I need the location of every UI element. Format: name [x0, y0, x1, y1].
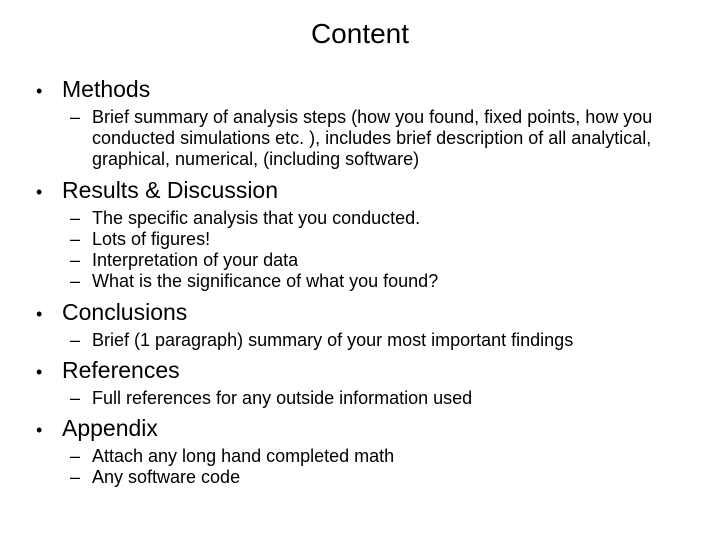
list-item: – The specific analysis that you conduct…: [34, 208, 686, 229]
dash-icon: –: [70, 229, 92, 250]
section-label: References: [62, 357, 180, 384]
dash-icon: –: [70, 330, 92, 351]
list-item: – Brief (1 paragraph) summary of your mo…: [34, 330, 686, 351]
section-items: – Attach any long hand completed math – …: [34, 446, 686, 488]
bullet-icon: •: [34, 420, 62, 441]
section-label: Appendix: [62, 415, 158, 442]
section-label: Methods: [62, 76, 150, 103]
list-item: – Attach any long hand completed math: [34, 446, 686, 467]
item-text: Full references for any outside informat…: [92, 388, 472, 409]
list-item: – Interpretation of your data: [34, 250, 686, 271]
content-list: • Methods – Brief summary of analysis st…: [34, 76, 686, 489]
section-items: – Full references for any outside inform…: [34, 388, 686, 409]
bullet-icon: •: [34, 304, 62, 325]
section-methods: • Methods – Brief summary of analysis st…: [34, 76, 686, 171]
item-text: Brief (1 paragraph) summary of your most…: [92, 330, 573, 351]
slide-title: Content: [34, 18, 686, 50]
item-text: What is the significance of what you fou…: [92, 271, 438, 292]
section-conclusions: • Conclusions – Brief (1 paragraph) summ…: [34, 299, 686, 351]
list-item: – Full references for any outside inform…: [34, 388, 686, 409]
list-item: – What is the significance of what you f…: [34, 271, 686, 292]
bullet-icon: •: [34, 81, 62, 102]
section-items: – Brief (1 paragraph) summary of your mo…: [34, 330, 686, 351]
bullet-icon: •: [34, 362, 62, 383]
section-results: • Results & Discussion – The specific an…: [34, 177, 686, 293]
list-item: – Any software code: [34, 467, 686, 488]
dash-icon: –: [70, 271, 92, 292]
bullet-icon: •: [34, 182, 62, 203]
section-appendix: • Appendix – Attach any long hand comple…: [34, 415, 686, 488]
item-text: Any software code: [92, 467, 240, 488]
dash-icon: –: [70, 467, 92, 488]
section-label: Results & Discussion: [62, 177, 278, 204]
section-references: • References – Full references for any o…: [34, 357, 686, 409]
item-text: The specific analysis that you conducted…: [92, 208, 420, 229]
dash-icon: –: [70, 107, 92, 128]
item-text: Interpretation of your data: [92, 250, 298, 271]
list-item: – Lots of figures!: [34, 229, 686, 250]
list-item: – Brief summary of analysis steps (how y…: [34, 107, 686, 171]
slide: Content • Methods – Brief summary of ana…: [0, 0, 720, 540]
section-items: – The specific analysis that you conduct…: [34, 208, 686, 293]
dash-icon: –: [70, 208, 92, 229]
section-items: – Brief summary of analysis steps (how y…: [34, 107, 686, 171]
item-text: Attach any long hand completed math: [92, 446, 394, 467]
dash-icon: –: [70, 388, 92, 409]
item-text: Lots of figures!: [92, 229, 210, 250]
dash-icon: –: [70, 250, 92, 271]
dash-icon: –: [70, 446, 92, 467]
section-label: Conclusions: [62, 299, 187, 326]
item-text: Brief summary of analysis steps (how you…: [92, 107, 686, 171]
